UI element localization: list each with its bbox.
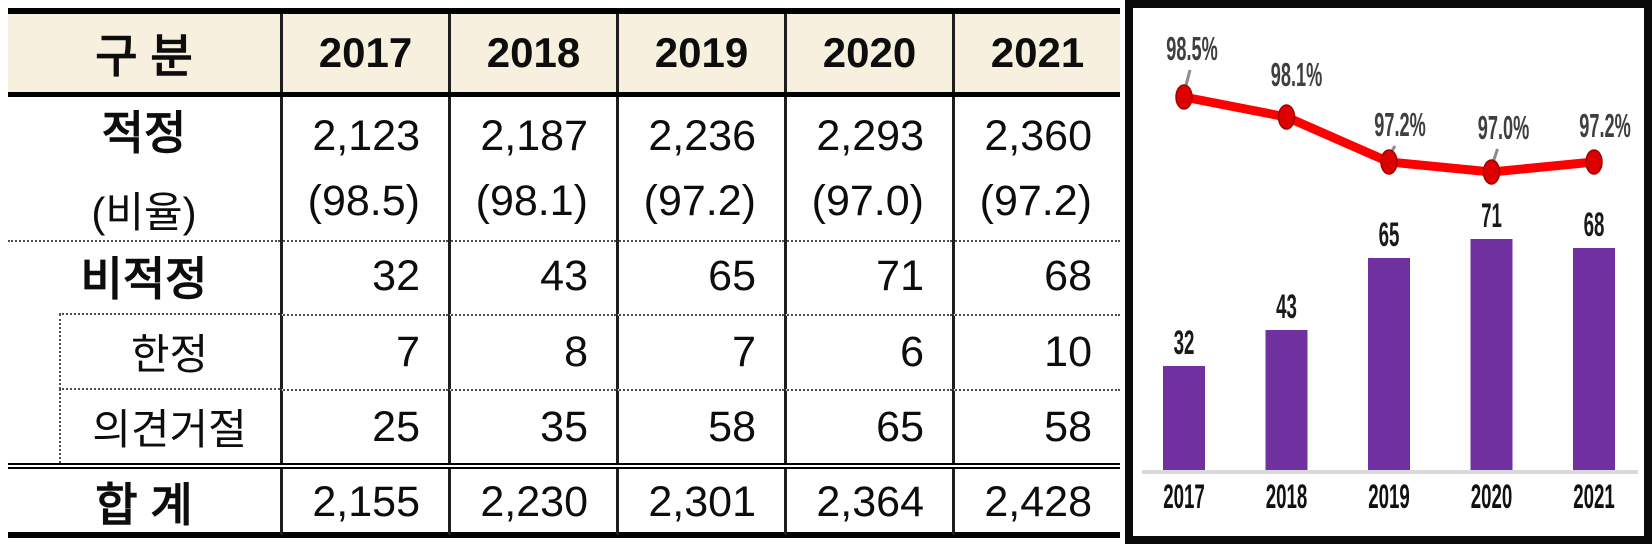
- cell-disclaimer-2019: 58: [616, 389, 784, 463]
- data-point-marker: [1175, 84, 1193, 110]
- row-total: 합 계 2,155 2,230 2,301 2,364 2,428: [8, 463, 1120, 535]
- audit-trend-chart: 32 2017 43 2018 65 2019 71 2020 68 2021 98.5% 98.1%…: [1125, 0, 1652, 544]
- cell-qualified-2020: 6: [784, 314, 952, 389]
- header-2021: 2021: [952, 14, 1120, 92]
- row-qualified-label: 한정: [8, 313, 280, 389]
- percent-label: 97.2%: [1579, 107, 1630, 144]
- row-inadequate: 비적정 32 43 65 71 68: [8, 238, 1120, 314]
- cell-adequate-2017: 2,123 (98.5): [280, 97, 448, 242]
- cell-disclaimer-2017: 25: [280, 389, 448, 463]
- year-label: 2018: [1266, 477, 1308, 515]
- percent-label: 98.5%: [1166, 30, 1217, 67]
- year-label: 2021: [1573, 477, 1615, 515]
- percent-label: 97.0%: [1478, 109, 1529, 146]
- bar-value-label: 65: [1379, 215, 1400, 253]
- year-label: 2017: [1163, 477, 1205, 515]
- chart-canvas: 32 2017 43 2018 65 2019 71 2020 68 2021 98.5% 98.1%…: [1142, 30, 1638, 515]
- bar-value-label: 71: [1481, 196, 1502, 234]
- cell-adequate-2020: 2,293 (97.0): [784, 97, 952, 242]
- cell-disclaimer-2020: 65: [784, 389, 952, 463]
- header-2020: 2020: [784, 14, 952, 92]
- cell-inadequate-2018: 43: [448, 238, 616, 314]
- audit-opinion-table: 구 분 2017 2018 2019 2020 2021 적정 (비율) 2,1…: [8, 8, 1120, 538]
- table-header-row: 구 분 2017 2018 2019 2020 2021: [8, 14, 1120, 97]
- cell-total-2019: 2,301: [616, 469, 784, 535]
- cell-qualified-2018: 8: [448, 314, 616, 389]
- cell-qualified-2017: 7: [280, 314, 448, 389]
- data-point-marker: [1380, 149, 1398, 175]
- bar: [1368, 258, 1410, 470]
- percent-label: 97.2%: [1374, 106, 1425, 143]
- cell-adequate-2018: 2,187 (98.1): [448, 97, 616, 242]
- cell-qualified-2021: 10: [952, 314, 1120, 389]
- row-disclaimer-label: 의견거절: [8, 388, 280, 463]
- data-point-marker: [1277, 104, 1296, 130]
- data-point-marker: [1482, 159, 1501, 185]
- bar-value-label: 43: [1276, 287, 1297, 325]
- cell-disclaimer-2021: 58: [952, 389, 1120, 463]
- header-2017: 2017: [280, 14, 448, 92]
- cell-inadequate-2019: 65: [616, 238, 784, 314]
- cell-total-2021: 2,428: [952, 469, 1120, 535]
- bar-value-label: 68: [1584, 205, 1605, 243]
- row-total-label: 합 계: [95, 479, 193, 531]
- header-2019: 2019: [616, 14, 784, 92]
- cell-qualified-2019: 7: [616, 314, 784, 389]
- row-disclaimer: 의견거절 25 35 58 65 58: [8, 388, 1120, 463]
- data-point-marker: [1585, 149, 1603, 175]
- cell-inadequate-2017: 32: [280, 238, 448, 314]
- bar-value-label: 32: [1174, 323, 1195, 361]
- cell-inadequate-2021: 68: [952, 238, 1120, 314]
- year-label: 2019: [1368, 477, 1410, 515]
- cell-inadequate-2020: 71: [784, 238, 952, 314]
- cell-total-2020: 2,364: [784, 469, 952, 535]
- row-qualified: 한정 7 8 7 6 10: [8, 313, 1120, 389]
- cell-adequate-2019: 2,236 (97.2): [616, 97, 784, 242]
- year-label: 2020: [1471, 477, 1513, 515]
- bar: [1163, 366, 1205, 470]
- bar: [1470, 239, 1513, 470]
- label-ratio: (비율): [91, 189, 197, 236]
- cell-total-2018: 2,230: [448, 469, 616, 535]
- cell-adequate-2021: 2,360 (97.2): [952, 97, 1120, 242]
- bar: [1573, 248, 1615, 470]
- header-category: 구 분: [95, 30, 193, 82]
- cell-total-2017: 2,155: [280, 469, 448, 535]
- bar: [1265, 330, 1308, 470]
- label-adequate: 적정: [101, 107, 187, 159]
- percent-label: 98.1%: [1271, 56, 1322, 93]
- cell-disclaimer-2018: 35: [448, 389, 616, 463]
- header-2018: 2018: [448, 14, 616, 92]
- row-adequate: 적정 (비율) 2,123 (98.5) 2,187 (98.1) 2,236 …: [8, 97, 1120, 242]
- row-inadequate-label: 비적정: [80, 253, 208, 305]
- row-adequate-label: 적정 (비율): [8, 97, 280, 242]
